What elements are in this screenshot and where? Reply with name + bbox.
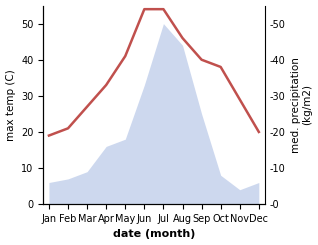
X-axis label: date (month): date (month)	[113, 230, 195, 239]
Y-axis label: max temp (C): max temp (C)	[5, 69, 16, 141]
Y-axis label: med. precipitation
(kg/m2): med. precipitation (kg/m2)	[291, 57, 313, 153]
